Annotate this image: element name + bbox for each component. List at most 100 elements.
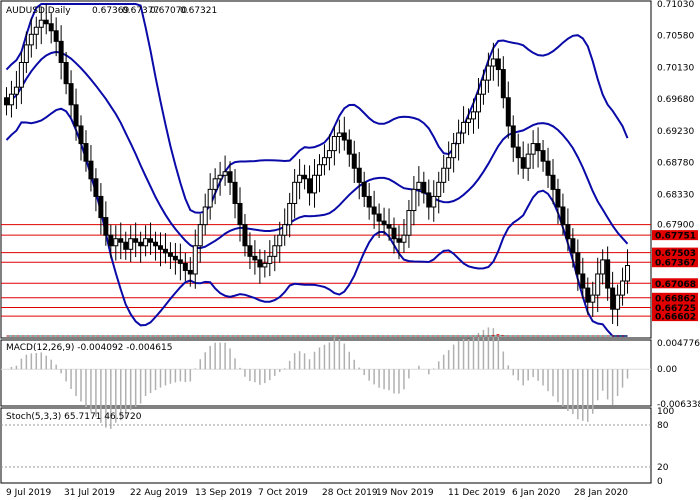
date-tick-label: 22 Aug 2019 <box>130 488 188 498</box>
stoch-tick-label: 0 <box>657 477 663 487</box>
candle <box>83 143 89 162</box>
candle <box>580 273 586 289</box>
candle <box>560 206 566 226</box>
candle <box>406 210 412 236</box>
level-label-bg <box>652 247 698 258</box>
candle <box>302 174 308 180</box>
price-tick-label: 0.70130 <box>657 63 694 73</box>
date-tick-label: 28 Oct 2019 <box>322 488 378 498</box>
level-label: 0.67367 <box>655 259 696 269</box>
candle <box>187 269 193 275</box>
candle <box>237 202 243 226</box>
candle <box>232 181 238 204</box>
candle <box>485 65 491 81</box>
macd-tick-label: -0.006338 <box>657 400 700 410</box>
candle <box>78 125 84 145</box>
candle <box>138 241 144 247</box>
price-tick-label: 0.71030 <box>657 0 694 10</box>
price-tick-label: 0.69230 <box>657 127 694 137</box>
candle <box>595 273 601 296</box>
candle <box>316 164 322 176</box>
candle <box>13 86 19 95</box>
candle <box>242 224 248 247</box>
date-tick-label: 31 Jul 2019 <box>64 488 115 498</box>
candle <box>336 132 342 138</box>
candle <box>446 157 452 169</box>
candle <box>436 181 442 197</box>
date-tick-label: 6 Jan 2020 <box>512 488 560 498</box>
candle <box>158 245 163 250</box>
level-label: 0.67751 <box>655 232 696 242</box>
candle <box>202 206 208 226</box>
candle <box>346 139 352 155</box>
candle <box>93 178 99 197</box>
candle <box>282 224 288 236</box>
price-plot <box>1 3 651 337</box>
level-label-bg <box>652 278 698 289</box>
candle <box>312 174 318 194</box>
price-header-low: 0.67070 <box>150 6 187 16</box>
candle <box>530 143 536 155</box>
candle <box>426 192 432 208</box>
stoch-tick-label: 80 <box>657 421 669 431</box>
candle <box>351 153 357 169</box>
candle <box>133 238 139 243</box>
candle <box>128 238 134 250</box>
price-tick-label: 0.70580 <box>657 32 694 42</box>
candle <box>207 188 213 208</box>
candle <box>292 181 298 204</box>
date-tick-label: 7 Oct 2019 <box>258 488 308 498</box>
level-label: 0.67900 <box>657 221 694 231</box>
candle <box>475 93 481 113</box>
candle <box>441 167 447 183</box>
macd-header: MACD(12,26,9) -0.004092 -0.004615 <box>6 343 172 353</box>
candle <box>386 224 392 229</box>
candle <box>8 93 14 106</box>
candle <box>33 26 39 35</box>
level-label: 0.66602 <box>655 313 696 323</box>
candle <box>63 62 69 85</box>
date-tick-label: 28 Jan 2020 <box>574 488 628 498</box>
candle <box>331 136 337 152</box>
candle <box>520 157 526 169</box>
date-tick-label: 13 Sep 2019 <box>195 488 252 498</box>
candle <box>307 178 313 194</box>
price-tick-label: 0.69680 <box>657 95 694 105</box>
candle <box>461 121 467 134</box>
candle <box>421 181 427 194</box>
candle <box>615 294 621 310</box>
date-tick-label: 9 Jul 2019 <box>6 488 51 498</box>
candle <box>192 245 198 275</box>
candle <box>416 181 422 190</box>
price-header-open: 0.67369 <box>92 6 129 16</box>
macd-tick-label: 0.004776 <box>657 339 700 349</box>
candle <box>495 58 501 71</box>
price-header-symbol: AUDUSD,Daily <box>6 6 71 16</box>
candle <box>600 259 606 275</box>
candle <box>376 213 382 222</box>
stoch-header: Stoch(5,3,3) 65.7171 46.5720 <box>6 412 142 422</box>
candle <box>182 262 188 271</box>
bollinger-lower <box>5 107 628 337</box>
candle <box>153 241 159 247</box>
candle <box>490 58 496 67</box>
candle <box>227 171 233 183</box>
bollinger-upper <box>5 3 629 214</box>
price-tick-label: 0.68780 <box>657 159 694 169</box>
stoch-panel <box>0 407 652 484</box>
candle <box>535 143 541 152</box>
candle <box>366 195 372 208</box>
candle <box>73 104 79 127</box>
candle <box>371 206 377 215</box>
candle <box>431 195 437 208</box>
candle <box>162 248 168 254</box>
axis-labels: 0.71030 0.70580 0.70130 0.69680 0.69230 0.687… <box>6 0 700 498</box>
candle <box>411 188 417 212</box>
candle <box>451 143 457 159</box>
candle <box>247 245 253 257</box>
date-tick-label: 19 Nov 2019 <box>376 488 434 498</box>
candle <box>143 238 149 247</box>
candle <box>272 245 278 257</box>
price-header-close: 0.67321 <box>180 6 217 16</box>
price-header-high: 0.67377 <box>122 6 159 16</box>
